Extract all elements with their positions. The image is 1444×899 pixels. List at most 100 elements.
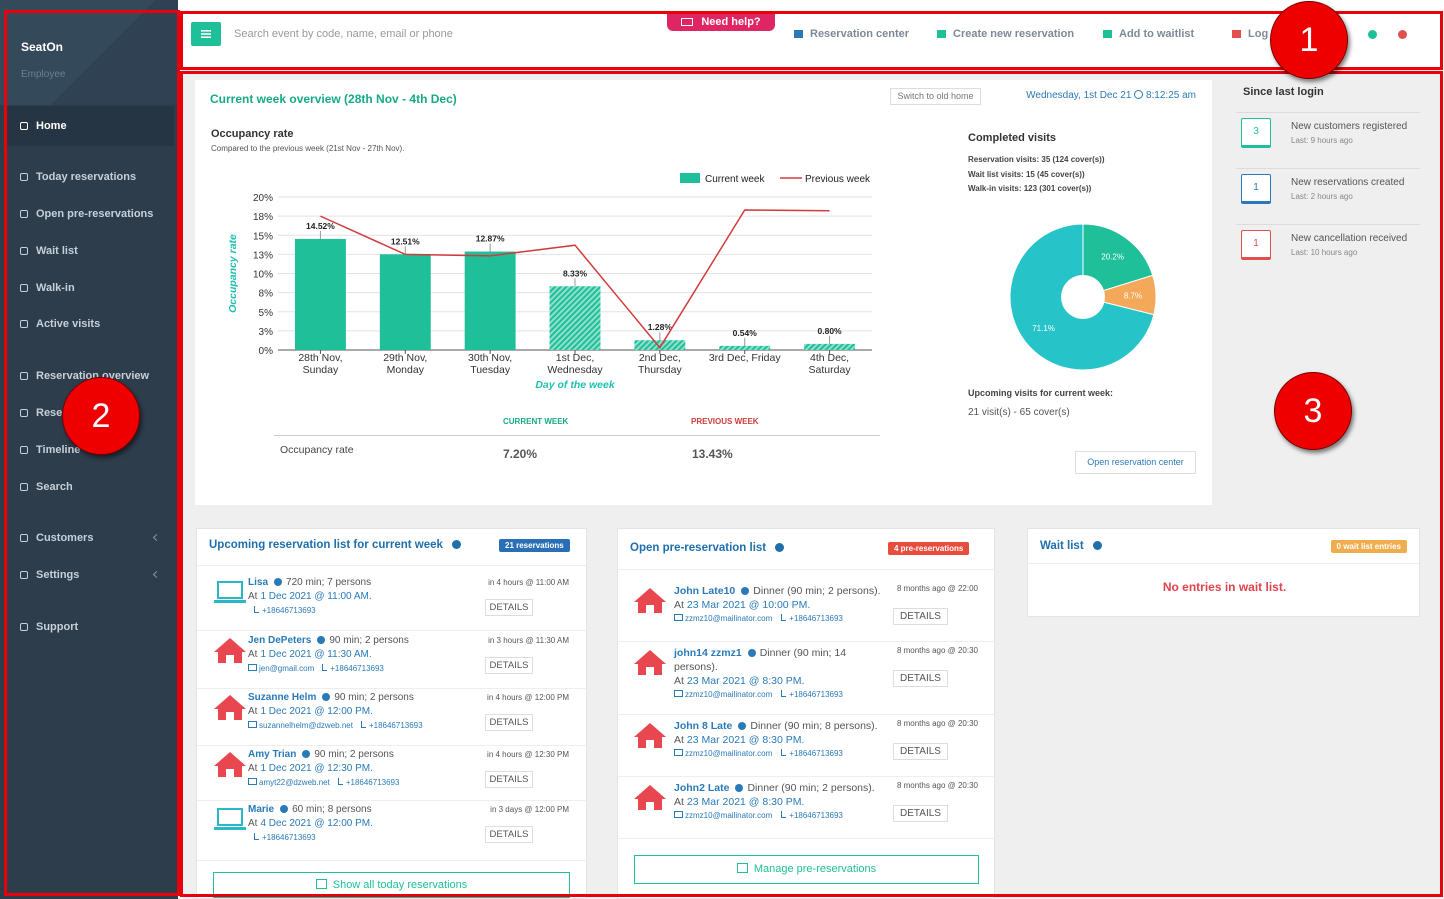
details-button[interactable]: DETAILS [485, 714, 533, 731]
details-button[interactable]: DETAILS [485, 599, 533, 616]
icon-globe[interactable] [1398, 30, 1407, 39]
item-name[interactable]: Lisa [248, 577, 269, 588]
details-button[interactable]: DETAILS [893, 608, 948, 625]
item-contact: zzmz10@mailinator.com +18646713693 [674, 612, 886, 625]
y-axis-label: Occupancy rate [227, 234, 239, 313]
sidebar-item[interactable]: Search [20, 481, 73, 493]
item-info: Dinner (90 min; 2 persons). [747, 782, 875, 794]
item-date[interactable]: 4 Dec 2021 @ 12:00 PM. [260, 818, 373, 829]
y-tick-label: 8% [259, 289, 274, 300]
top-link[interactable]: Create new reservation [937, 28, 1074, 40]
item-email[interactable]: zzmz10@mailinator.com [685, 749, 773, 758]
item-phone[interactable]: +18646713693 [262, 606, 316, 615]
help-badge[interactable]: Need help? [667, 14, 775, 31]
list-item: Lisa 720 min; 7 persons At 1 Dec 2021 @ 11:… [197, 573, 586, 631]
house-shape [634, 785, 666, 810]
item-name[interactable]: John Late10 [674, 585, 736, 597]
sidebar-item[interactable]: Open pre-reservations [20, 208, 153, 220]
laptop-base [214, 600, 246, 603]
manage-button[interactable]: Manage pre-reservations [634, 855, 979, 884]
switch-button[interactable]: Switch to old home [890, 88, 981, 105]
menu-label: Wait list [36, 245, 78, 257]
search-input[interactable]: Search event by code, name, email or pho… [234, 28, 453, 40]
item-phone[interactable]: +18646713693 [345, 778, 400, 787]
icon-info[interactable] [1368, 30, 1377, 39]
item-date[interactable]: 23 Mar 2021 @ 10:00 PM. [686, 599, 811, 611]
laptop-base [214, 827, 246, 830]
sidebar-item[interactable]: Support [20, 621, 78, 633]
phone-icon [781, 614, 787, 621]
details-button[interactable]: DETAILS [485, 826, 533, 843]
item-email[interactable]: zzmz10@mailinator.com [685, 811, 773, 820]
prereservation-card: Open pre-reservation list 4 pre-reservat… [617, 528, 995, 899]
annotation-2: 2 [62, 377, 140, 455]
show-all-button[interactable]: Show all today reservations [213, 872, 570, 898]
item-phone[interactable]: +18646713693 [330, 664, 384, 673]
menu-button[interactable] [191, 22, 221, 46]
link-icon [937, 30, 946, 38]
data-label: 12.51% [391, 236, 420, 246]
item-head: Marie 60 min; 8 persons [248, 803, 478, 817]
sidebar-item[interactable]: Walk-in [20, 282, 75, 294]
phone-icon [254, 833, 259, 840]
since-time: Last: 2 hours ago [1291, 192, 1353, 201]
item-name[interactable]: Amy Trian [248, 749, 297, 760]
sidebar-item[interactable]: Reservation overview [20, 370, 149, 382]
sidebar-item[interactable]: Home [20, 120, 67, 132]
bar [804, 343, 856, 350]
item-email[interactable]: amyt22@dzweb.net [259, 778, 330, 787]
pie-label: 20.2% [1101, 253, 1124, 262]
item-name[interactable]: John2 Late [674, 782, 730, 794]
sidebar-item[interactable]: Timeline [20, 444, 80, 456]
phone-icon [781, 811, 787, 818]
details-button[interactable]: DETAILS [893, 805, 948, 822]
sidebar-item[interactable]: Customers [20, 532, 93, 544]
item-phone[interactable]: +18646713693 [368, 721, 423, 730]
link-text: Add to waitlist [1119, 28, 1195, 40]
top-link[interactable]: Add to waitlist [1103, 28, 1194, 40]
arrow-icon[interactable] [775, 543, 785, 552]
item-email[interactable]: zzmz10@mailinator.com [685, 690, 773, 699]
arrow-icon[interactable] [452, 540, 462, 549]
item-phone[interactable]: +18646713693 [789, 811, 843, 820]
open-reservation-center-button[interactable]: Open reservation center [1075, 451, 1196, 474]
annotation-1: 1 [1270, 1, 1348, 79]
sidebar-item[interactable]: Settings [20, 569, 79, 581]
details-button[interactable]: DETAILS [893, 743, 948, 760]
pie-hole [1061, 275, 1105, 319]
item-name[interactable]: John 8 Late [674, 720, 733, 732]
details-button[interactable]: DETAILS [893, 670, 948, 687]
item-email[interactable]: zzmz10@mailinator.com [685, 614, 773, 623]
item-date[interactable]: 1 Dec 2021 @ 12:00 PM. [260, 706, 373, 717]
item-email[interactable]: jen@gmail.com [259, 664, 315, 673]
arrow-icon[interactable] [1092, 541, 1102, 550]
item-text: Suzanne Helm 90 min; 2 persons At 1 Dec 202… [248, 691, 478, 732]
datetime: Wednesday, 1st Dec 21 8:12:25 am [1026, 90, 1196, 101]
item-name[interactable]: Marie [248, 804, 275, 815]
details-button[interactable]: DETAILS [485, 771, 533, 788]
item-email[interactable]: suzannelhelm@dzweb.net [259, 721, 353, 730]
menu-icon [20, 210, 28, 218]
menu-icon [20, 122, 28, 130]
sidebar-item[interactable]: Active visits [20, 318, 100, 330]
item-name[interactable]: john14 zzmz1 [674, 647, 742, 659]
item-phone[interactable]: +18646713693 [262, 833, 316, 842]
item-date[interactable]: 1 Dec 2021 @ 11:30 AM. [260, 649, 372, 660]
sidebar-item[interactable]: Today reservations [20, 171, 136, 183]
item-phone[interactable]: +18646713693 [789, 749, 843, 758]
item-name[interactable]: Jen DePeters [248, 635, 312, 646]
completed-line: Walk-in visits: 123 (301 cover(s)) [968, 184, 1092, 193]
x-tick-label: 28th Nov, Sunday [298, 352, 343, 376]
sidebar-item[interactable]: Wait list [20, 245, 78, 257]
item-phone[interactable]: +18646713693 [789, 690, 843, 699]
details-button[interactable]: DETAILS [485, 657, 533, 674]
data-label: 1.28% [648, 322, 673, 332]
item-date[interactable]: 23 Mar 2021 @ 8:30 PM. [686, 734, 805, 746]
item-date[interactable]: 23 Mar 2021 @ 8:30 PM. [686, 796, 805, 808]
item-name[interactable]: Suzanne Helm [248, 692, 317, 703]
item-date[interactable]: 1 Dec 2021 @ 11:00 AM. [260, 591, 372, 602]
top-link[interactable]: Reservation center [794, 28, 909, 40]
item-phone[interactable]: +18646713693 [789, 614, 843, 623]
item-date[interactable]: 23 Mar 2021 @ 8:30 PM. [686, 675, 805, 687]
item-date[interactable]: 1 Dec 2021 @ 12:30 PM. [260, 763, 373, 774]
